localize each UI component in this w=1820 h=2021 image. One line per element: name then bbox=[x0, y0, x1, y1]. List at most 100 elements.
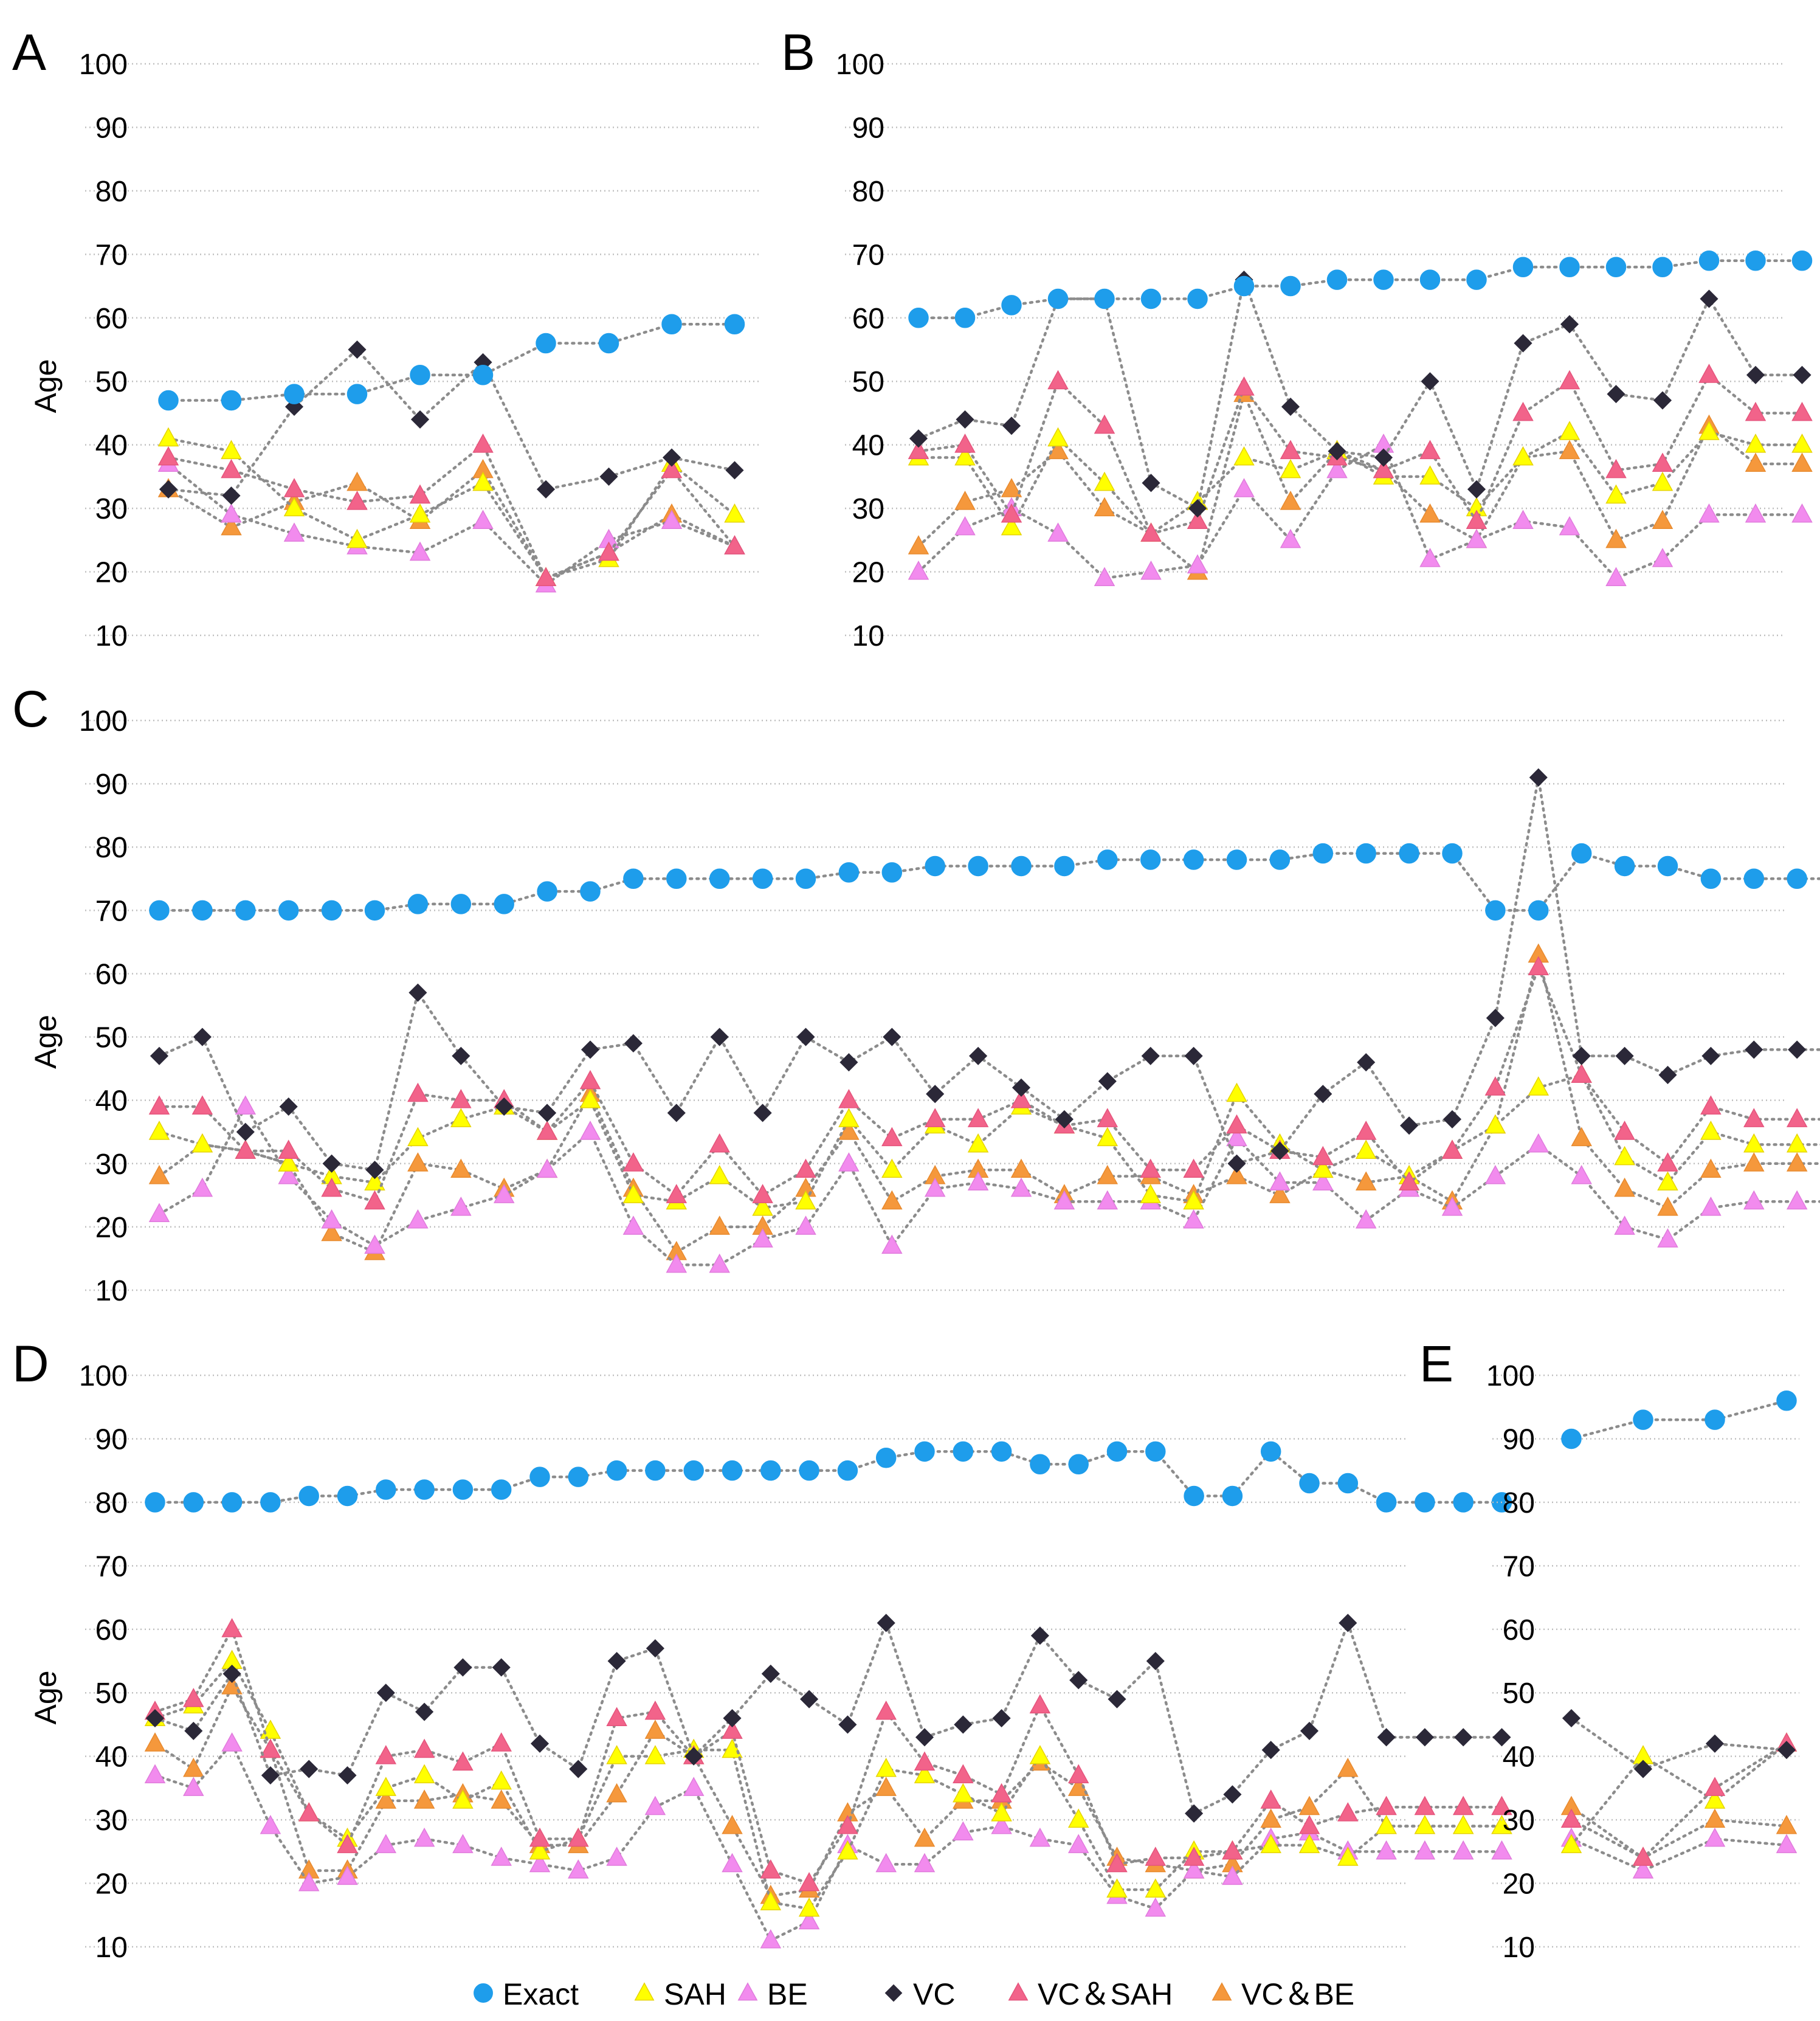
panel-d-vc-point bbox=[992, 1708, 1011, 1728]
panel-d-vc-point bbox=[1454, 1728, 1473, 1747]
panel-c-sah-point bbox=[752, 1197, 773, 1216]
panel-b-vc-point bbox=[1560, 315, 1579, 334]
panel-c-be-point bbox=[1528, 1133, 1549, 1153]
panel-d-vc-sah-point bbox=[1414, 1795, 1436, 1815]
panel-b-sah-point bbox=[1698, 421, 1720, 440]
panel-c-exact-point bbox=[494, 894, 514, 914]
panel-b-vc-point bbox=[1467, 480, 1486, 499]
panel-c-exact-point bbox=[450, 894, 472, 914]
panel-c-vc-be-point bbox=[1010, 1158, 1032, 1178]
panel-c-sah-point bbox=[1097, 1127, 1119, 1147]
panel-d-sah-point bbox=[1491, 1814, 1512, 1834]
panel-c-vc-point bbox=[236, 1122, 255, 1141]
panel-c: C 10 20 30 40 50 60 70 80 90 100 Age bbox=[12, 680, 1820, 1307]
panel-c-vc-sah-point bbox=[536, 1121, 558, 1140]
panel-c-exact-point bbox=[1097, 849, 1118, 870]
panel-c-vc-sah-point bbox=[622, 1152, 644, 1172]
panel-d-be-point bbox=[1183, 1859, 1205, 1879]
panel-c-vc-be-point bbox=[148, 1165, 170, 1184]
panel-d-exact-point bbox=[837, 1460, 858, 1481]
panel-c-vc-sah-point bbox=[1786, 1108, 1808, 1127]
panel-d-sah-point bbox=[722, 1738, 743, 1758]
panel-d-ytick-label: 30 bbox=[95, 1805, 128, 1837]
panel-d-exact-point bbox=[1337, 1473, 1359, 1494]
panel-b-sah-point bbox=[1652, 471, 1674, 491]
panel-c-sah-point bbox=[1614, 1145, 1635, 1166]
panel-b-exact-point bbox=[1001, 295, 1022, 316]
panel-c-exact-point bbox=[1571, 843, 1592, 864]
panel-c-ytick-label: 70 bbox=[95, 895, 128, 927]
panel-d-vc-point bbox=[1146, 1651, 1165, 1671]
panel-c-vc-sah-point bbox=[1657, 1152, 1678, 1172]
panel-b-ytick-label: 20 bbox=[852, 557, 884, 589]
panel-d-exact-point bbox=[183, 1492, 204, 1513]
panel-c-vc-be-point bbox=[1097, 1165, 1119, 1184]
panel-e-ytick-label: 80 bbox=[1503, 1487, 1535, 1519]
panel-d-exact-point bbox=[529, 1467, 550, 1487]
panel-c-vc-point bbox=[1615, 1046, 1634, 1065]
panel-d-vc-be-line bbox=[153, 1684, 1503, 1898]
panel-c-vc-line bbox=[157, 777, 1820, 1172]
panel-c-vc-point bbox=[452, 1046, 471, 1065]
panel-c-ytick-label: 30 bbox=[95, 1149, 128, 1181]
panel-d-be-point bbox=[953, 1821, 974, 1840]
panel-d-vc-be-point bbox=[1298, 1795, 1320, 1815]
panel-d-be-point bbox=[760, 1929, 782, 1949]
panel-b-sah-line bbox=[917, 430, 1804, 536]
panel-d-be-point bbox=[413, 1827, 435, 1847]
panel-b-vc-point bbox=[909, 429, 928, 448]
panel-c-vc-point bbox=[538, 1104, 557, 1122]
panel-c-vc-point bbox=[1055, 1110, 1074, 1128]
panel-c-vc-point bbox=[1529, 768, 1548, 787]
panel-c-vc-point bbox=[1788, 1040, 1807, 1059]
panel-c-ytick-label: 50 bbox=[95, 1022, 128, 1054]
panel-c-vc-point bbox=[1701, 1046, 1720, 1065]
panel-b-vc-be-point bbox=[954, 491, 976, 510]
panel-b-vc-sah-point bbox=[1512, 401, 1534, 421]
panel-c-sah-point bbox=[838, 1108, 860, 1127]
panel-b-ytick-label: 30 bbox=[852, 493, 884, 525]
panel-d-exact-point bbox=[376, 1479, 396, 1500]
panel-a-exact-line bbox=[167, 322, 736, 402]
panel-d-be-point bbox=[1029, 1827, 1051, 1847]
panel-b-sah-point bbox=[1559, 421, 1580, 440]
panel-e-vc-sah-point bbox=[1560, 1808, 1582, 1828]
panel-a-vc-point bbox=[536, 480, 556, 499]
panel-c-vc-sah-point bbox=[881, 1127, 903, 1147]
panel-a-exact-point bbox=[472, 365, 494, 385]
legend-label-sah: SAH bbox=[664, 1977, 726, 2011]
panel-c-sah-point bbox=[709, 1165, 730, 1184]
panel-b-vc-sah-point bbox=[1791, 401, 1813, 421]
panel-d-be-point bbox=[375, 1834, 397, 1853]
panel-d-exact-line bbox=[153, 1449, 1503, 1504]
panel-b-series-be bbox=[908, 434, 1813, 586]
panel-d-be-point bbox=[452, 1834, 474, 1853]
panel-c-vc-sah-point bbox=[1226, 1114, 1247, 1134]
panel-d-vc-point bbox=[222, 1664, 241, 1683]
panel-b-ytick-label: 90 bbox=[852, 112, 884, 144]
legend-item-vc-sah: VC＆SAH bbox=[1008, 1977, 1173, 2011]
panel-c-vc-be-point bbox=[1355, 1171, 1377, 1191]
panel-d-be-point bbox=[914, 1853, 936, 1873]
panel-e-vc-sah-line bbox=[1570, 1742, 1788, 1860]
panel-d-sah-point bbox=[991, 1802, 1012, 1822]
panel-e-sah-line bbox=[1570, 1742, 1788, 1847]
panel-b-series-vc-be bbox=[908, 382, 1813, 580]
panel-d-vc-point bbox=[723, 1708, 742, 1728]
panel-c-exact-point bbox=[1140, 849, 1161, 870]
panel-b-vc-point bbox=[1514, 334, 1532, 353]
panel-c-vc-sah-point bbox=[795, 1158, 816, 1178]
panel-d-be-point bbox=[991, 1814, 1012, 1834]
panel-a-sah-point bbox=[472, 471, 494, 491]
panel-a-be-point bbox=[221, 503, 242, 523]
panel-c-exact-point bbox=[1485, 900, 1506, 921]
panel-b-exact-point bbox=[1280, 275, 1301, 297]
panel-c-vc-point bbox=[753, 1104, 772, 1122]
panel-d-exact-point bbox=[991, 1441, 1012, 1462]
panel-c-vc-sah-point bbox=[278, 1139, 299, 1159]
panel-a-ytick-label: 70 bbox=[95, 239, 128, 271]
panel-c-exact-point bbox=[925, 855, 945, 877]
panel-c-be-point bbox=[1441, 1197, 1463, 1216]
panel-c-vc-sah-point bbox=[967, 1108, 989, 1127]
panel-d-vc-point bbox=[1223, 1785, 1242, 1804]
